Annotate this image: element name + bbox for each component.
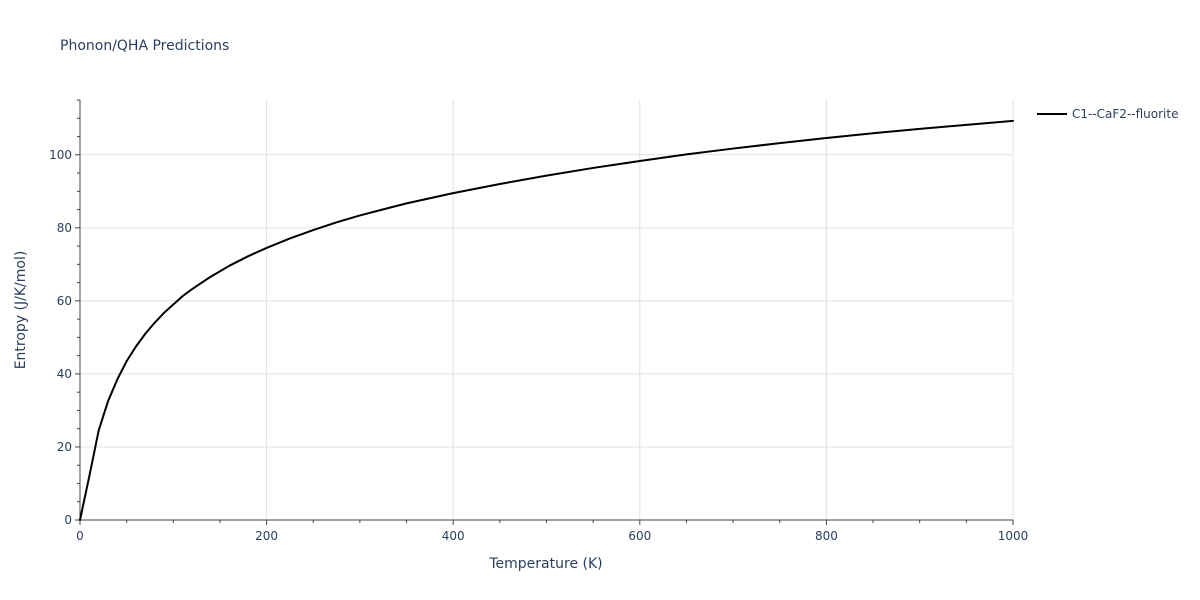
grid-layer xyxy=(80,100,1014,520)
y-tick-label: 40 xyxy=(57,367,72,381)
y-tick-label: 80 xyxy=(57,221,72,235)
x-tick-label: 600 xyxy=(628,529,651,543)
x-tick-label: 200 xyxy=(255,529,278,543)
y-axis-title: Entropy (J/K/mol) xyxy=(13,251,29,370)
y-tick-label: 0 xyxy=(64,513,72,527)
series-layer xyxy=(79,119,1014,521)
labels-layer: 0 200 400 600 800 1000 0 20 40 60 80 100 xyxy=(49,148,1028,543)
y-tick-label: 20 xyxy=(57,440,72,454)
x-tick-label: 0 xyxy=(76,529,84,543)
y-tick-label: 60 xyxy=(57,294,72,308)
y-tick-label: 100 xyxy=(49,148,72,162)
x-tick-label: 1000 xyxy=(998,529,1029,543)
x-tick-label: 800 xyxy=(815,529,838,543)
x-tick-label: 400 xyxy=(442,529,465,543)
legend-item-label[interactable]: C1--CaF2--fluorite xyxy=(1072,107,1178,121)
x-axis-title: Temperature (K) xyxy=(488,556,602,572)
series-line xyxy=(79,119,1014,521)
legend[interactable]: C1--CaF2--fluorite xyxy=(1037,107,1178,121)
axes-layer xyxy=(75,99,1014,525)
chart-title: Phonon/QHA Predictions xyxy=(60,38,229,54)
